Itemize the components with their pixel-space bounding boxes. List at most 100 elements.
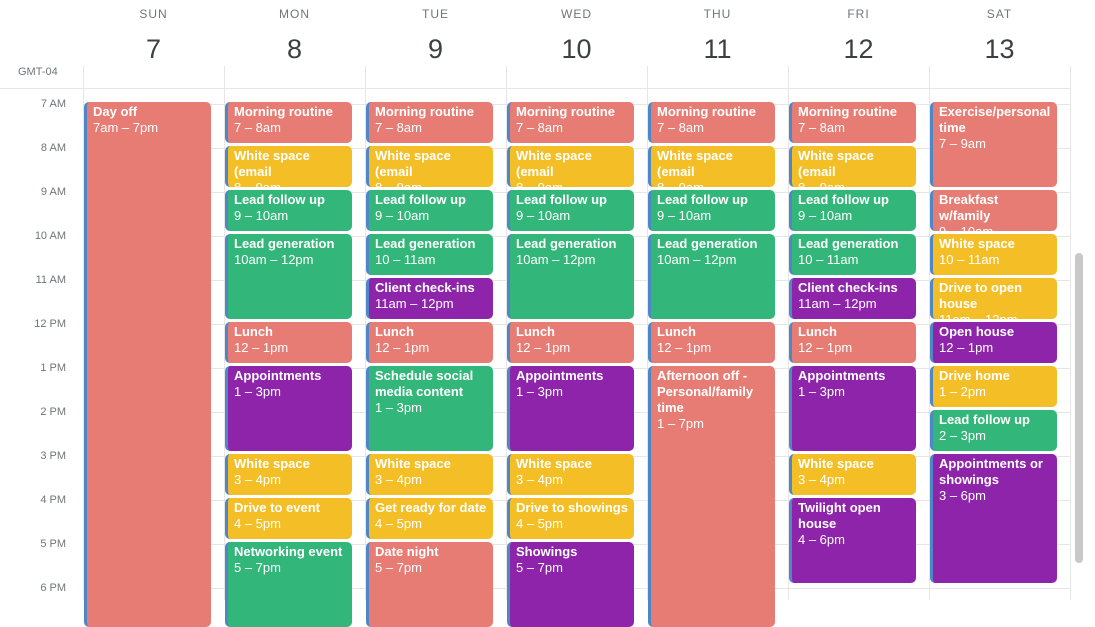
event[interactable]: Client check-ins 11am – 12pm bbox=[789, 278, 916, 319]
event[interactable]: Date night 5 – 7pm bbox=[366, 542, 493, 627]
column-divider bbox=[647, 66, 648, 600]
event[interactable]: White space 3 – 4pm bbox=[789, 454, 916, 495]
event-time: 7 – 8am bbox=[375, 120, 422, 135]
event[interactable]: Morning routine 7 – 8am bbox=[225, 102, 352, 143]
event[interactable]: Afternoon off - Personal/family time 1 – … bbox=[648, 366, 775, 627]
event[interactable]: White space 3 – 4pm bbox=[507, 454, 634, 495]
time-label: 3 PM bbox=[40, 450, 66, 462]
event[interactable]: Lunch 12 – 1pm bbox=[366, 322, 493, 363]
event[interactable]: White space (email8 – 9am bbox=[507, 146, 634, 187]
event[interactable]: Morning routine 7 – 8am bbox=[507, 102, 634, 143]
event-time: 7 – 8am bbox=[798, 120, 845, 135]
time-label: 7 AM bbox=[40, 98, 66, 110]
day-header-tue[interactable]: TUE 9 bbox=[365, 0, 506, 88]
scrollbar[interactable] bbox=[1075, 253, 1083, 563]
event[interactable]: White space 3 – 4pm bbox=[366, 454, 493, 495]
event[interactable]: Lead generation 10am – 12pm bbox=[507, 234, 634, 319]
event[interactable]: White space (email8 – 9am bbox=[648, 146, 775, 187]
day-number[interactable]: 11 bbox=[703, 34, 732, 64]
day-header-sun[interactable]: SUN 7 bbox=[83, 0, 224, 88]
time-label: 2 PM bbox=[40, 406, 66, 418]
event[interactable]: White space (email8 – 9am bbox=[366, 146, 493, 187]
event[interactable]: Networking event 5 – 7pm bbox=[225, 542, 352, 627]
event[interactable]: Drive to event 4 – 5pm bbox=[225, 498, 352, 539]
event-time: 10am – 12pm bbox=[657, 252, 737, 267]
event[interactable]: Open house 12 – 1pm bbox=[930, 322, 1057, 363]
event[interactable]: Lead follow up 9 – 10am bbox=[507, 190, 634, 231]
event[interactable]: Lead follow up 2 – 3pm bbox=[930, 410, 1057, 451]
time-label: 1 PM bbox=[40, 362, 66, 374]
event-time: 12 – 1pm bbox=[939, 340, 994, 355]
day-number[interactable]: 10 bbox=[561, 34, 592, 64]
event[interactable]: Get ready for date 4 – 5pm bbox=[366, 498, 493, 539]
event-title: Afternoon off - Personal/family time bbox=[657, 368, 754, 415]
event[interactable]: Exercise/personal time 7 – 9am bbox=[930, 102, 1057, 187]
time-label: 5 PM bbox=[40, 538, 66, 550]
event[interactable]: Lead generation 10 – 11am bbox=[789, 234, 916, 275]
event-time: 4 – 5pm bbox=[234, 516, 281, 531]
event-time: 5 – 7pm bbox=[516, 560, 563, 575]
event[interactable]: Lead follow up 9 – 10am bbox=[366, 190, 493, 231]
event-title: White space (email bbox=[375, 148, 451, 179]
day-number[interactable]: 9 bbox=[427, 34, 444, 64]
event[interactable]: Lead generation 10am – 12pm bbox=[225, 234, 352, 319]
event[interactable]: Lead follow up 9 – 10am bbox=[225, 190, 352, 231]
event-title: Day off bbox=[93, 104, 138, 119]
event-time: 7am – 7pm bbox=[93, 120, 159, 135]
event[interactable]: White space 3 – 4pm bbox=[225, 454, 352, 495]
event[interactable]: Twilight open house 4 – 6pm bbox=[789, 498, 916, 583]
event[interactable]: Schedule social media content 1 – 3pm bbox=[366, 366, 493, 451]
event-time: 5 – 7pm bbox=[375, 560, 422, 575]
event[interactable]: Appointments 1 – 3pm bbox=[225, 366, 352, 451]
day-header-wed[interactable]: WED 10 bbox=[506, 0, 647, 88]
event-time: 11am – 12pm bbox=[939, 312, 1051, 319]
event[interactable]: Lunch 12 – 1pm bbox=[225, 322, 352, 363]
header-divider bbox=[0, 88, 1071, 89]
event-time: 11am – 12pm bbox=[798, 296, 877, 311]
day-number[interactable]: 7 bbox=[145, 34, 162, 64]
event[interactable]: Morning routine 7 – 8am bbox=[648, 102, 775, 143]
day-header-thu[interactable]: THU 11 bbox=[647, 0, 788, 88]
event[interactable]: Showings 5 – 7pm bbox=[507, 542, 634, 627]
event[interactable]: White space (email8 – 9am bbox=[225, 146, 352, 187]
event[interactable]: Lead generation 10am – 12pm bbox=[648, 234, 775, 319]
event[interactable]: Lunch 12 – 1pm bbox=[648, 322, 775, 363]
day-number[interactable]: 12 bbox=[843, 34, 874, 64]
event[interactable]: Breakfast w/family9 – 10am bbox=[930, 190, 1057, 231]
event-title: Drive home bbox=[939, 368, 1010, 383]
event[interactable]: Lead generation 10 – 11am bbox=[366, 234, 493, 275]
event[interactable]: Appointments or showings 3 – 6pm bbox=[930, 454, 1057, 583]
event[interactable]: Lead follow up 9 – 10am bbox=[648, 190, 775, 231]
event-title: White space bbox=[798, 456, 874, 471]
event[interactable]: White space (email8 – 9am bbox=[789, 146, 916, 187]
event[interactable]: Lunch 12 – 1pm bbox=[789, 322, 916, 363]
event[interactable]: Drive to open house11am – 12pm bbox=[930, 278, 1057, 319]
event-title: Lead follow up bbox=[234, 192, 325, 207]
event[interactable]: Lead follow up 9 – 10am bbox=[789, 190, 916, 231]
event-title: White space (email bbox=[516, 148, 592, 179]
day-header-mon[interactable]: MON 8 bbox=[224, 0, 365, 88]
event[interactable]: Client check-ins 11am – 12pm bbox=[366, 278, 493, 319]
event-time: 4 – 6pm bbox=[798, 532, 845, 547]
event[interactable]: Lunch 12 – 1pm bbox=[507, 322, 634, 363]
event-time: 7 – 8am bbox=[657, 120, 704, 135]
event[interactable]: Morning routine 7 – 8am bbox=[366, 102, 493, 143]
event[interactable]: Morning routine 7 – 8am bbox=[789, 102, 916, 143]
event[interactable]: Appointments 1 – 3pm bbox=[507, 366, 634, 451]
event[interactable]: Day off 7am – 7pm bbox=[84, 102, 211, 627]
day-number[interactable]: 13 bbox=[984, 34, 1015, 64]
day-header-fri[interactable]: FRI 12 bbox=[788, 0, 929, 88]
event[interactable]: Appointments 1 – 3pm bbox=[789, 366, 916, 451]
event[interactable]: White space 10 – 11am bbox=[930, 234, 1057, 275]
event[interactable]: Drive to showings 4 – 5pm bbox=[507, 498, 634, 539]
event-title: Morning routine bbox=[798, 104, 897, 119]
event-time: 3 – 4pm bbox=[798, 472, 845, 487]
event-title: Breakfast w/family bbox=[939, 192, 999, 223]
event-time: 3 – 4pm bbox=[516, 472, 563, 487]
day-header-sat[interactable]: SAT 13 bbox=[929, 0, 1070, 88]
event[interactable]: Drive home 1 – 2pm bbox=[930, 366, 1057, 407]
day-number[interactable]: 8 bbox=[286, 34, 303, 64]
event-title: Drive to open house bbox=[939, 280, 1023, 311]
event-time: 9 – 10am bbox=[375, 208, 430, 223]
event-time: 3 – 4pm bbox=[375, 472, 422, 487]
